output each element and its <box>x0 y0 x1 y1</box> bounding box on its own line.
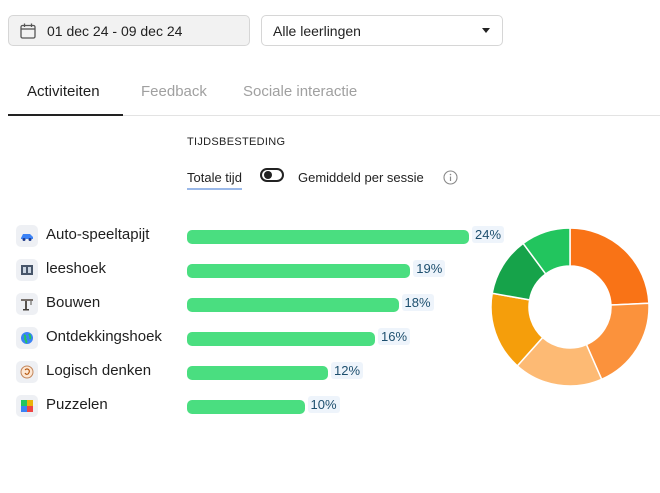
car-icon <box>16 225 38 247</box>
activity-bar <box>187 400 305 414</box>
donut-slice-puzzelen[interactable] <box>522 227 571 276</box>
activity-percent: 12% <box>331 362 364 379</box>
activity-percent: 16% <box>378 328 411 345</box>
tab-bar: Activiteiten Feedback Sociale interactie <box>8 78 660 116</box>
activity-percent: 24% <box>472 226 505 243</box>
activity-bar <box>187 230 469 244</box>
activity-bar <box>187 298 399 312</box>
tab-sociale-interactie[interactable]: Sociale interactie <box>243 78 357 116</box>
activity-name: Ontdekkingshoek <box>46 328 162 345</box>
activity-row: Puzzelen 10% <box>16 394 506 418</box>
toggle-label-average[interactable]: Gemiddeld per sessie <box>298 170 424 185</box>
globe-icon <box>16 327 38 349</box>
activity-percent: 19% <box>413 260 446 277</box>
tab-label: Feedback <box>141 83 207 100</box>
brain-icon <box>16 361 38 383</box>
tab-activiteiten[interactable]: Activiteiten <box>27 78 100 116</box>
tab-feedback[interactable]: Feedback <box>141 78 207 116</box>
student-select-value: Alle leerlingen <box>273 22 361 39</box>
toggle-label-total[interactable]: Totale tijd <box>187 170 242 190</box>
activity-name: Puzzelen <box>46 396 108 413</box>
activity-name: Auto-speeltapijt <box>46 226 150 243</box>
activity-name: leeshoek <box>46 260 107 277</box>
activity-row: leeshoek 19% <box>16 258 506 282</box>
switch-knob <box>264 171 272 179</box>
time-mode-toggle-row: Totale tijd Gemiddeld per sessie <box>187 167 477 190</box>
chevron-down-icon <box>482 28 490 33</box>
activity-bar <box>187 332 375 346</box>
crane-icon <box>16 293 38 315</box>
activity-bar <box>187 366 328 380</box>
activity-name: Bouwen <box>46 294 101 311</box>
info-icon[interactable] <box>443 170 458 185</box>
time-distribution-donut-chart <box>490 227 650 387</box>
student-select[interactable]: Alle leerlingen <box>261 15 503 46</box>
section-title: TIJDSBESTEDING <box>187 136 286 148</box>
calendar-icon <box>19 22 37 40</box>
activity-row: Bouwen 18% <box>16 292 506 316</box>
donut-slice-auto-speeltapijt[interactable] <box>569 227 650 306</box>
tab-label: Sociale interactie <box>243 83 358 100</box>
time-mode-switch[interactable] <box>260 168 284 182</box>
activity-row: Logisch denken 12% <box>16 360 506 384</box>
active-tab-indicator <box>8 114 123 116</box>
activity-bar <box>187 264 411 278</box>
book-icon <box>16 259 38 281</box>
tab-label: Activiteiten <box>27 83 100 100</box>
date-range-text: 01 dec 24 - 09 dec 24 <box>47 22 183 39</box>
activity-row: Auto-speeltapijt 24% <box>16 224 506 248</box>
puzzle-icon <box>16 395 38 417</box>
activity-row: Ontdekkingshoek 16% <box>16 326 506 350</box>
date-range-picker[interactable]: 01 dec 24 - 09 dec 24 <box>8 15 250 46</box>
activity-percent: 18% <box>401 294 434 311</box>
activity-percent: 10% <box>307 396 340 413</box>
activity-name: Logisch denken <box>46 362 152 379</box>
